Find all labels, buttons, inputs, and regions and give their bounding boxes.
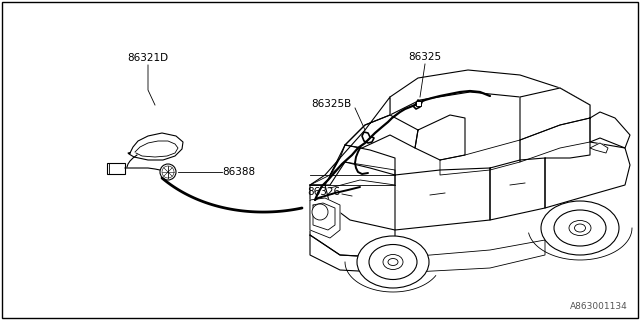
Polygon shape: [545, 138, 630, 208]
Text: 86325: 86325: [408, 52, 442, 62]
Ellipse shape: [383, 254, 403, 269]
Ellipse shape: [575, 224, 586, 232]
Polygon shape: [395, 168, 490, 230]
Ellipse shape: [554, 210, 606, 246]
Polygon shape: [310, 145, 395, 185]
Text: 86388: 86388: [222, 167, 255, 177]
Circle shape: [312, 204, 328, 220]
Polygon shape: [310, 185, 395, 258]
Polygon shape: [415, 115, 465, 160]
Ellipse shape: [369, 244, 417, 279]
Polygon shape: [325, 97, 390, 185]
Circle shape: [160, 164, 176, 180]
Ellipse shape: [541, 201, 619, 255]
Polygon shape: [590, 112, 630, 148]
Ellipse shape: [357, 236, 429, 288]
Polygon shape: [390, 70, 590, 118]
Polygon shape: [128, 133, 183, 160]
Ellipse shape: [569, 220, 591, 236]
Polygon shape: [490, 158, 545, 220]
Text: 86326: 86326: [307, 187, 340, 197]
Text: A863001134: A863001134: [570, 302, 628, 311]
Polygon shape: [310, 235, 400, 273]
Bar: [416, 101, 421, 106]
Polygon shape: [520, 118, 590, 162]
Polygon shape: [310, 198, 340, 238]
Polygon shape: [345, 115, 418, 148]
Ellipse shape: [388, 259, 398, 266]
Polygon shape: [440, 140, 520, 175]
Polygon shape: [395, 240, 545, 273]
Text: 86321D: 86321D: [127, 53, 168, 63]
Polygon shape: [590, 143, 608, 153]
Text: 86325B: 86325B: [312, 99, 352, 109]
Polygon shape: [520, 88, 590, 140]
FancyBboxPatch shape: [107, 163, 125, 174]
